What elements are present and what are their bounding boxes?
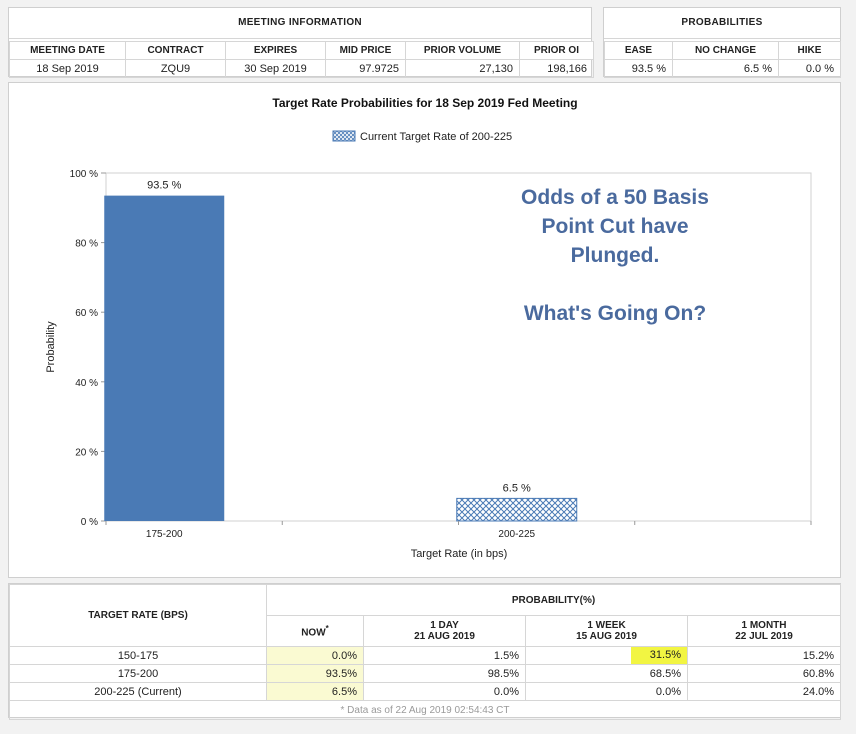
one-day-cell: 1.5%	[363, 646, 526, 665]
legend-swatch	[332, 130, 356, 142]
probability-group-header: PROBABILITY(%)	[265, 584, 842, 616]
ease-value: 93.5 %	[604, 59, 673, 78]
header-hike: HIKE	[778, 41, 841, 60]
one-day-header: 1 DAY 21 AUG 2019	[363, 615, 526, 647]
footnote-row: * Data as of 22 Aug 2019 02:54:43 CT	[8, 700, 842, 720]
meeting-info-table: MEETING DATE CONTRACT EXPIRES MID PRICE …	[9, 41, 594, 78]
meeting-info-value-row: 18 Sep 2019 ZQU9 30 Sep 2019 97.9725 27,…	[9, 59, 594, 78]
rate-cell: 150-175	[9, 646, 267, 665]
now-header-label: NOW	[301, 627, 326, 639]
probabilities-panel: PROBABILITIES EASE NO CHANGE HIKE 93.5 %…	[603, 7, 841, 78]
bar-value-label: 93.5 %	[147, 180, 181, 192]
probability-group-row: TARGET RATE (BPS) PROBABILITY(%)	[9, 584, 842, 647]
one-day-header-date: 21 AUG 2019	[414, 631, 475, 642]
one-month-cell: 60.8%	[686, 664, 842, 683]
bar-200-225[interactable]	[456, 497, 578, 522]
meeting-info-header-row: MEETING DATE CONTRACT EXPIRES MID PRICE …	[9, 41, 594, 60]
one-week-header: 1 WEEK 15 AUG 2019	[525, 615, 688, 647]
contract-value: ZQU9	[125, 59, 226, 78]
annotation-line-3: Plunged.	[571, 244, 660, 267]
one-month-header-title: 1 MONTH	[741, 620, 787, 631]
header-expires: EXPIRES	[225, 41, 326, 60]
chart-panel: Target Rate Probabilities for 18 Sep 201…	[8, 82, 841, 578]
y-tick-label: 0 %	[81, 517, 98, 528]
meeting-info-panel: MEETING INFORMATION MEETING DATE CONTRAC…	[8, 7, 594, 78]
header-contract: CONTRACT	[125, 41, 226, 60]
meeting-date-value: 18 Sep 2019	[9, 59, 126, 78]
y-tick-label: 40 %	[75, 378, 98, 389]
table-row: 150-175 0.0% 1.5% 31.5% 15.2%	[9, 646, 842, 665]
probabilities-title: PROBABILITIES	[604, 8, 840, 39]
header-prior-oi: PRIOR OI	[519, 41, 594, 60]
y-axis-label: Probability	[45, 321, 57, 373]
one-day-cell: 0.0%	[363, 682, 526, 701]
x-tick-label: 175-200	[146, 529, 183, 540]
now-header: NOW*	[266, 615, 364, 647]
probability-chart: Target Rate Probabilities for 18 Sep 201…	[45, 96, 812, 560]
no-change-value: 6.5 %	[672, 59, 779, 78]
probability-subheader-row: NOW* 1 DAY 21 AUG 2019 1 WEEK 15 AUG 2019 …	[10, 615, 842, 647]
one-week-highlight: 31.5%	[631, 647, 687, 664]
y-tick-label: 60 %	[75, 308, 98, 319]
x-axis: 175-200 200-225	[105, 521, 812, 540]
one-week-cell: 31.5%	[525, 646, 688, 665]
y-axis: 0 % 20 % 40 % 60 % 80 % 100 %	[70, 169, 106, 528]
table-row: 200-225 (Current) 6.5% 0.0% 0.0% 24.0%	[9, 682, 842, 701]
now-header-mark: *	[325, 623, 329, 633]
rate-cell: 200-225 (Current)	[9, 682, 267, 701]
data-timestamp-footnote: * Data as of 22 Aug 2019 02:54:43 CT	[8, 700, 842, 720]
annotation-line-2: Point Cut have	[541, 215, 688, 238]
header-ease: EASE	[604, 41, 673, 60]
one-month-cell: 24.0%	[686, 682, 842, 701]
chart-title: Target Rate Probabilities for 18 Sep 201…	[272, 96, 577, 110]
x-tick-label: 200-225	[498, 529, 535, 540]
one-month-header-date: 22 JUL 2019	[735, 631, 793, 642]
target-rate-header: TARGET RATE (BPS)	[9, 584, 267, 647]
one-week-cell: 0.0%	[525, 682, 688, 701]
header-no-change: NO CHANGE	[672, 41, 779, 60]
probability-table: TARGET RATE (BPS) PROBABILITY(%) NOW* 1 …	[8, 584, 842, 720]
hike-value: 0.0 %	[778, 59, 841, 78]
bar-175-200[interactable]	[104, 195, 225, 521]
now-cell: 6.5%	[266, 682, 364, 701]
annotation-line-5: What's Going On?	[524, 302, 706, 325]
mid-price-value: 97.9725	[325, 59, 406, 78]
one-week-header-title: 1 WEEK	[587, 620, 626, 631]
one-week-cell: 68.5%	[525, 664, 688, 683]
header-prior-volume: PRIOR VOLUME	[405, 41, 520, 60]
y-tick-label: 100 %	[70, 169, 98, 180]
header-meeting-date: MEETING DATE	[9, 41, 126, 60]
meeting-info-title: MEETING INFORMATION	[9, 8, 591, 39]
x-axis-label: Target Rate (in bps)	[411, 548, 508, 560]
legend-label: Current Target Rate of 200-225	[360, 131, 512, 143]
one-week-header-date: 15 AUG 2019	[576, 631, 637, 642]
chart-annotation: Odds of a 50 Basis Point Cut have Plunge…	[521, 186, 709, 325]
bars: 93.5 % 6.5 %	[104, 180, 578, 522]
y-tick-label: 80 %	[75, 239, 98, 250]
rate-cell: 175-200	[9, 664, 267, 683]
probabilities-value-row: 93.5 % 6.5 % 0.0 %	[604, 59, 841, 78]
probabilities-header-row: EASE NO CHANGE HIKE	[604, 41, 841, 60]
bar-value-label: 6.5 %	[503, 482, 531, 494]
one-day-header-title: 1 DAY	[430, 620, 459, 631]
chart-legend: Current Target Rate of 200-225	[332, 130, 512, 143]
one-month-cell: 15.2%	[686, 646, 842, 665]
now-cell: 93.5%	[266, 664, 364, 683]
header-mid-price: MID PRICE	[325, 41, 406, 60]
prior-oi-value: 198,166	[519, 59, 594, 78]
expires-value: 30 Sep 2019	[225, 59, 326, 78]
one-month-header: 1 MONTH 22 JUL 2019	[686, 615, 842, 647]
one-day-cell: 98.5%	[363, 664, 526, 683]
probabilities-table: EASE NO CHANGE HIKE 93.5 % 6.5 % 0.0 %	[604, 41, 841, 78]
annotation-line-1: Odds of a 50 Basis	[521, 186, 709, 209]
probability-table-panel: TARGET RATE (BPS) PROBABILITY(%) NOW* 1 …	[8, 583, 842, 720]
table-row: 175-200 93.5% 98.5% 68.5% 60.8%	[9, 664, 842, 683]
y-tick-label: 20 %	[75, 447, 98, 458]
now-cell: 0.0%	[266, 646, 364, 665]
prior-volume-value: 27,130	[405, 59, 520, 78]
